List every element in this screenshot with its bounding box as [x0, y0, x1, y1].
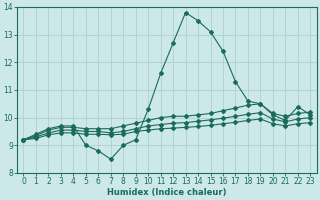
X-axis label: Humidex (Indice chaleur): Humidex (Indice chaleur) [107, 188, 227, 197]
